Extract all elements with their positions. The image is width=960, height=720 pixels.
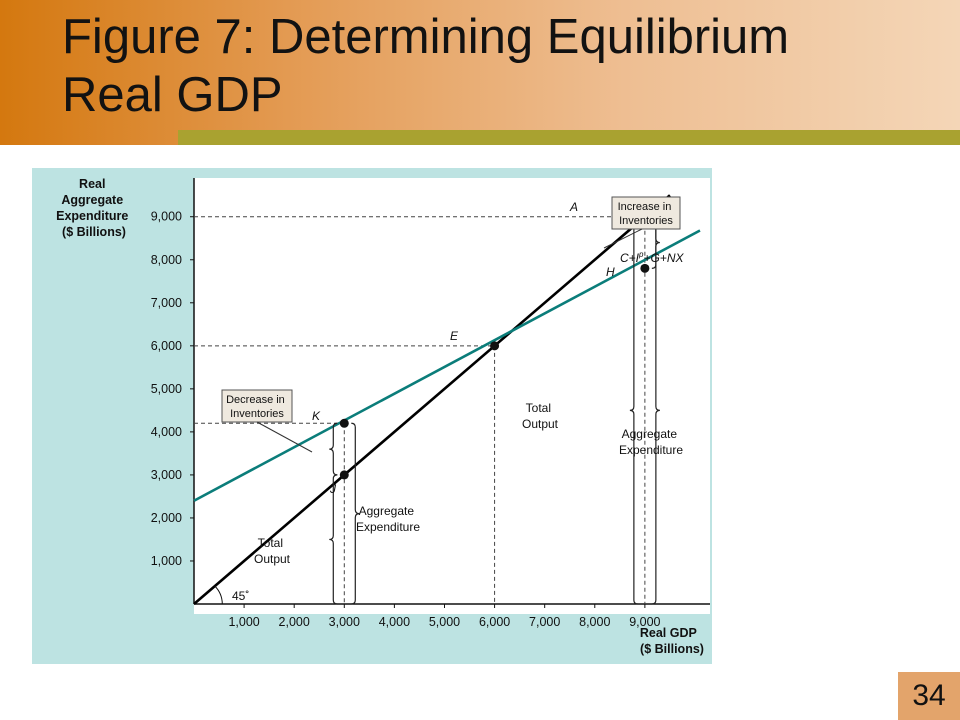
increase-inventories-line: Inventories <box>619 215 673 227</box>
x-tick-label: 3,000 <box>329 615 360 629</box>
point-h <box>640 263 650 273</box>
series-lines <box>193 194 701 605</box>
x-tick-label: 9,000 <box>629 615 660 629</box>
point-label-j: J <box>329 482 337 496</box>
x-tick-label: 1,000 <box>228 615 259 629</box>
slide-title: Figure 7: Determining Equilibrium Real G… <box>62 8 789 124</box>
y-tick-label: 5,000 <box>151 382 182 396</box>
aggregate-expenditure-left-line: Expenditure <box>356 520 420 534</box>
decrease-inventories-line: Inventories <box>230 408 284 420</box>
increase-inventories-text: Increase in Inventories <box>618 201 675 227</box>
forty-five-degree-line <box>193 194 671 605</box>
ae-line-label-rest: +G+NX <box>643 251 684 265</box>
increase-inventories-box <box>611 196 681 230</box>
ae-line-label-superscript: p <box>638 250 644 259</box>
y-axis-title-line: Real <box>79 177 105 191</box>
total-output-left-line: Total <box>258 536 283 550</box>
aggregate-expenditure-line <box>193 229 701 502</box>
x-tick-label: 4,000 <box>379 615 410 629</box>
header-rule <box>178 130 960 145</box>
y-tick-label: 8,000 <box>151 253 182 267</box>
y-tick-label: 3,000 <box>151 468 182 482</box>
total-output-left-line: Output <box>254 552 291 566</box>
decrease-inventories-text: Decrease in Inventories <box>226 394 288 420</box>
y-tick-label: 6,000 <box>151 339 182 353</box>
x-tick-label: 2,000 <box>279 615 310 629</box>
brace-aggregate-expenditure-left <box>351 422 360 605</box>
aggregate-expenditure-left-line: Aggregate <box>359 504 415 518</box>
point-label-a: A <box>569 200 578 214</box>
total-output-right-label: Total Output <box>522 401 559 431</box>
point-k <box>339 418 349 428</box>
aggregate-expenditure-right-label: Aggregate Expenditure <box>619 427 683 457</box>
total-output-left-label: Total Output <box>254 536 291 566</box>
dashed-guides <box>194 216 646 604</box>
y-tick-label: 2,000 <box>151 511 182 525</box>
y-tick-label: 1,000 <box>151 554 182 568</box>
point-e <box>490 341 500 351</box>
total-output-right-line: Output <box>522 417 559 431</box>
angle-label: 45˚ <box>232 589 249 603</box>
y-axis-title: Real Aggregate Expenditure ($ Billions) <box>56 177 132 239</box>
header-band <box>0 0 960 145</box>
page-number-badge: 34 <box>898 672 960 720</box>
point-label-k: K <box>312 409 321 423</box>
y-axis-title-line: Aggregate <box>61 193 123 207</box>
slide-title-line1: Figure 7: Determining Equilibrium <box>62 10 790 64</box>
x-tick-label: 8,000 <box>579 615 610 629</box>
slide-title-line2: Real GDP <box>62 68 283 122</box>
y-tick-label: 4,000 <box>151 425 182 439</box>
y-tick-label: 7,000 <box>151 296 182 310</box>
decrease-inventories-line: Decrease in <box>226 394 285 406</box>
decrease-inventories-leader <box>256 421 313 453</box>
increase-inventories-leader <box>603 228 643 249</box>
y-axis-title-line: ($ Billions) <box>62 225 126 239</box>
point-label-e: E <box>450 329 459 343</box>
point-j <box>339 470 349 480</box>
axes <box>190 178 710 608</box>
point-label-h: H <box>606 265 615 279</box>
increase-inventories-line: Increase in <box>618 201 672 213</box>
x-tick-label: 5,000 <box>429 615 460 629</box>
x-axis-title-line: ($ Billions) <box>640 642 704 656</box>
x-tick-label: 7,000 <box>529 615 560 629</box>
x-axis-title-line: Real GDP <box>640 626 697 640</box>
tick-labels: 1,000 2,000 3,000 4,000 5,000 6,000 7,000 8,000… <box>151 210 661 629</box>
angle-arc <box>214 585 223 605</box>
chart-panel: Real Aggregate Expenditure ($ Billions) … <box>32 168 712 664</box>
ae-line-label: C+Ip+G+NX <box>620 250 684 265</box>
ae-line-label-base: C+I <box>620 251 640 265</box>
aggregate-expenditure-left-label: Aggregate Expenditure <box>356 504 420 534</box>
x-tick-label: 6,000 <box>479 615 510 629</box>
total-output-right-line: Total <box>526 401 551 415</box>
decrease-inventories-box <box>221 389 293 423</box>
aggregate-expenditure-right-line: Expenditure <box>619 443 683 457</box>
aggregate-expenditure-right-line: Aggregate <box>622 427 678 441</box>
y-tick-label: 9,000 <box>151 210 182 224</box>
x-axis-title: Real GDP ($ Billions) <box>640 626 704 656</box>
y-axis-title-line: Expenditure <box>56 209 128 223</box>
equilibrium-chart: Real Aggregate Expenditure ($ Billions) … <box>32 168 712 664</box>
